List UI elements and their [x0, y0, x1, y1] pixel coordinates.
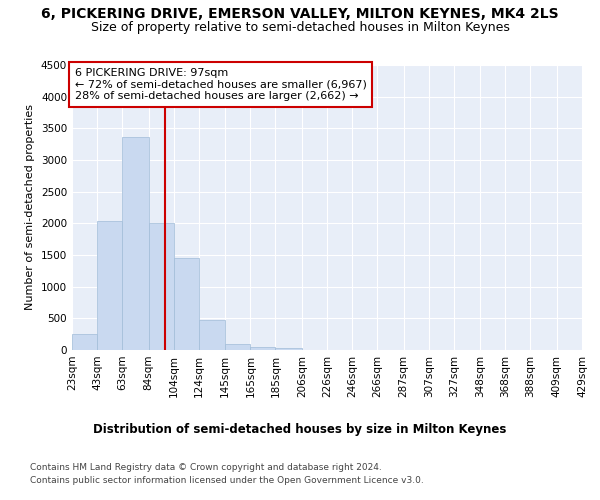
Text: Contains public sector information licensed under the Open Government Licence v3: Contains public sector information licen… [30, 476, 424, 485]
Bar [149, 222, 174, 350]
Bar [122, 136, 149, 350]
Text: Size of property relative to semi-detached houses in Milton Keynes: Size of property relative to semi-detach… [91, 21, 509, 34]
Text: 6, PICKERING DRIVE, EMERSON VALLEY, MILTON KEYNES, MK4 2LS: 6, PICKERING DRIVE, EMERSON VALLEY, MILT… [41, 8, 559, 22]
Bar [225, 344, 250, 350]
Y-axis label: Number of semi-detached properties: Number of semi-detached properties [25, 104, 35, 310]
Text: Contains HM Land Registry data © Crown copyright and database right 2024.: Contains HM Land Registry data © Crown c… [30, 462, 382, 471]
Bar [174, 258, 199, 350]
Bar [97, 221, 122, 350]
Bar [199, 320, 225, 350]
Text: 6 PICKERING DRIVE: 97sqm
← 72% of semi-detached houses are smaller (6,967)
28% o: 6 PICKERING DRIVE: 97sqm ← 72% of semi-d… [74, 68, 367, 101]
Bar [275, 348, 302, 350]
Text: Distribution of semi-detached houses by size in Milton Keynes: Distribution of semi-detached houses by … [94, 422, 506, 436]
Bar [250, 346, 275, 350]
Bar [72, 334, 97, 350]
